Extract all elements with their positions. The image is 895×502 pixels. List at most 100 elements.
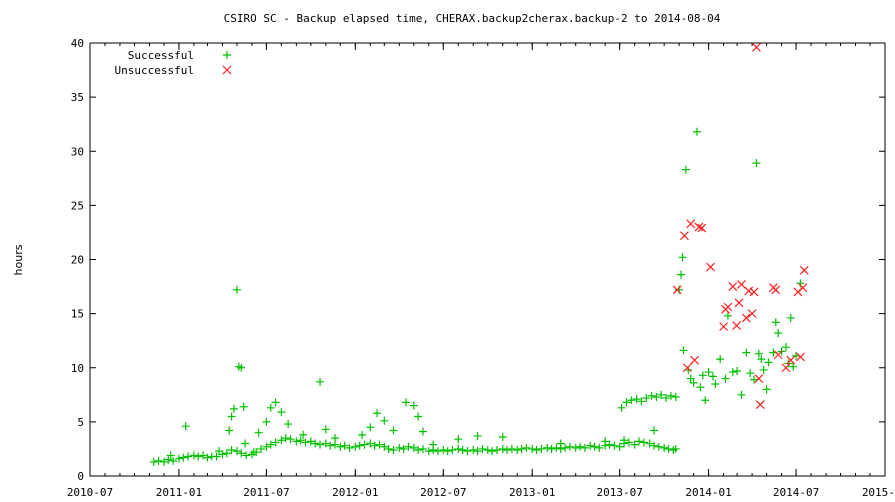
unsuccessful-point bbox=[744, 286, 754, 296]
successful-point bbox=[771, 318, 780, 327]
successful-point bbox=[679, 346, 688, 355]
successful-point bbox=[222, 449, 231, 458]
successful-point bbox=[203, 453, 212, 462]
successful-point bbox=[373, 409, 382, 418]
successful-point bbox=[345, 443, 354, 452]
successful-point bbox=[336, 442, 345, 451]
unsuccessful-point bbox=[771, 285, 781, 295]
successful-point bbox=[340, 441, 349, 450]
x-tick-label: 2011-01 bbox=[156, 486, 202, 499]
unsuccessful-point bbox=[741, 313, 751, 323]
successful-point bbox=[281, 434, 290, 443]
successful-point bbox=[786, 313, 795, 322]
successful-point bbox=[498, 444, 507, 453]
successful-point bbox=[642, 394, 651, 403]
successful-point bbox=[306, 437, 315, 446]
successful-point bbox=[257, 444, 266, 453]
successful-point bbox=[194, 452, 203, 461]
unsuccessful-point bbox=[686, 219, 696, 229]
successful-point bbox=[742, 348, 751, 357]
successful-point bbox=[624, 438, 633, 447]
unsuccessful-point bbox=[747, 309, 757, 319]
successful-point bbox=[537, 444, 546, 453]
legend-label-successful: Successful bbox=[128, 49, 194, 62]
successful-point bbox=[677, 270, 686, 279]
successful-point bbox=[686, 374, 695, 383]
successful-point bbox=[433, 447, 442, 456]
successful-point bbox=[698, 371, 707, 380]
y-tick-label: 30 bbox=[71, 145, 84, 158]
successful-point bbox=[561, 443, 570, 452]
successful-point bbox=[299, 430, 308, 439]
successful-point bbox=[454, 435, 463, 444]
successful-point bbox=[552, 443, 561, 452]
x-tick-label: 2014-07 bbox=[773, 486, 819, 499]
successful-point bbox=[586, 441, 595, 450]
successful-point bbox=[384, 444, 393, 453]
successful-point bbox=[266, 440, 275, 449]
unsuccessful-point bbox=[672, 285, 682, 295]
successful-point bbox=[380, 416, 389, 425]
chart-title: CSIRO SC - Backup elapsed time, CHERAX.b… bbox=[224, 12, 721, 25]
successful-point bbox=[159, 457, 168, 466]
unsuccessful-point bbox=[706, 262, 715, 272]
x-tick-label: 2013-01 bbox=[509, 486, 555, 499]
unsuccessful-point bbox=[781, 363, 791, 373]
successful-point bbox=[664, 444, 673, 453]
successful-point bbox=[701, 396, 710, 405]
successful-point bbox=[225, 426, 234, 435]
successful-point bbox=[227, 446, 236, 455]
successful-point bbox=[230, 404, 239, 413]
successful-point bbox=[316, 440, 325, 449]
successful-point bbox=[620, 436, 629, 445]
successful-point bbox=[239, 402, 248, 411]
successful-point bbox=[331, 434, 340, 443]
y-tick-label: 10 bbox=[71, 362, 84, 375]
successful-point bbox=[513, 446, 522, 455]
y-tick-label: 25 bbox=[71, 199, 84, 212]
successful-point bbox=[671, 444, 680, 453]
successful-point bbox=[757, 355, 766, 364]
successful-point bbox=[689, 378, 698, 387]
successful-point bbox=[645, 439, 654, 448]
successful-point bbox=[649, 426, 658, 435]
successful-point bbox=[704, 368, 713, 377]
successful-point bbox=[565, 442, 574, 451]
successful-point bbox=[711, 379, 720, 388]
unsuccessful-point bbox=[754, 374, 764, 383]
unsuccessful-point bbox=[734, 298, 744, 308]
successful-point bbox=[189, 451, 198, 460]
successful-point bbox=[242, 451, 251, 460]
successful-point bbox=[232, 447, 241, 456]
successful-point bbox=[448, 446, 457, 455]
successful-point bbox=[389, 426, 398, 435]
successful-point bbox=[271, 398, 280, 407]
successful-point bbox=[762, 385, 771, 394]
successful-point bbox=[774, 329, 783, 338]
successful-point bbox=[355, 441, 364, 450]
successful-point bbox=[241, 439, 250, 448]
successful-point bbox=[326, 441, 335, 450]
successful-point bbox=[590, 442, 599, 451]
successful-point bbox=[286, 435, 295, 444]
successful-point bbox=[212, 452, 221, 461]
successful-point bbox=[199, 451, 208, 460]
successful-point bbox=[610, 441, 619, 450]
successful-point bbox=[389, 446, 398, 455]
successful-point bbox=[696, 383, 705, 392]
successful-point bbox=[754, 349, 763, 358]
successful-point bbox=[605, 440, 614, 449]
successful-point bbox=[716, 355, 725, 364]
successful-point bbox=[733, 366, 742, 375]
successful-point bbox=[215, 447, 224, 456]
successful-point bbox=[463, 447, 472, 456]
successful-point bbox=[375, 440, 384, 449]
successful-point bbox=[439, 446, 448, 455]
successful-point bbox=[399, 444, 408, 453]
successful-point bbox=[635, 437, 644, 446]
legend-marker-successful bbox=[223, 51, 231, 59]
successful-point bbox=[615, 442, 624, 451]
successful-point bbox=[728, 368, 737, 377]
successful-point bbox=[556, 439, 565, 448]
unsuccessful-point bbox=[773, 350, 783, 360]
